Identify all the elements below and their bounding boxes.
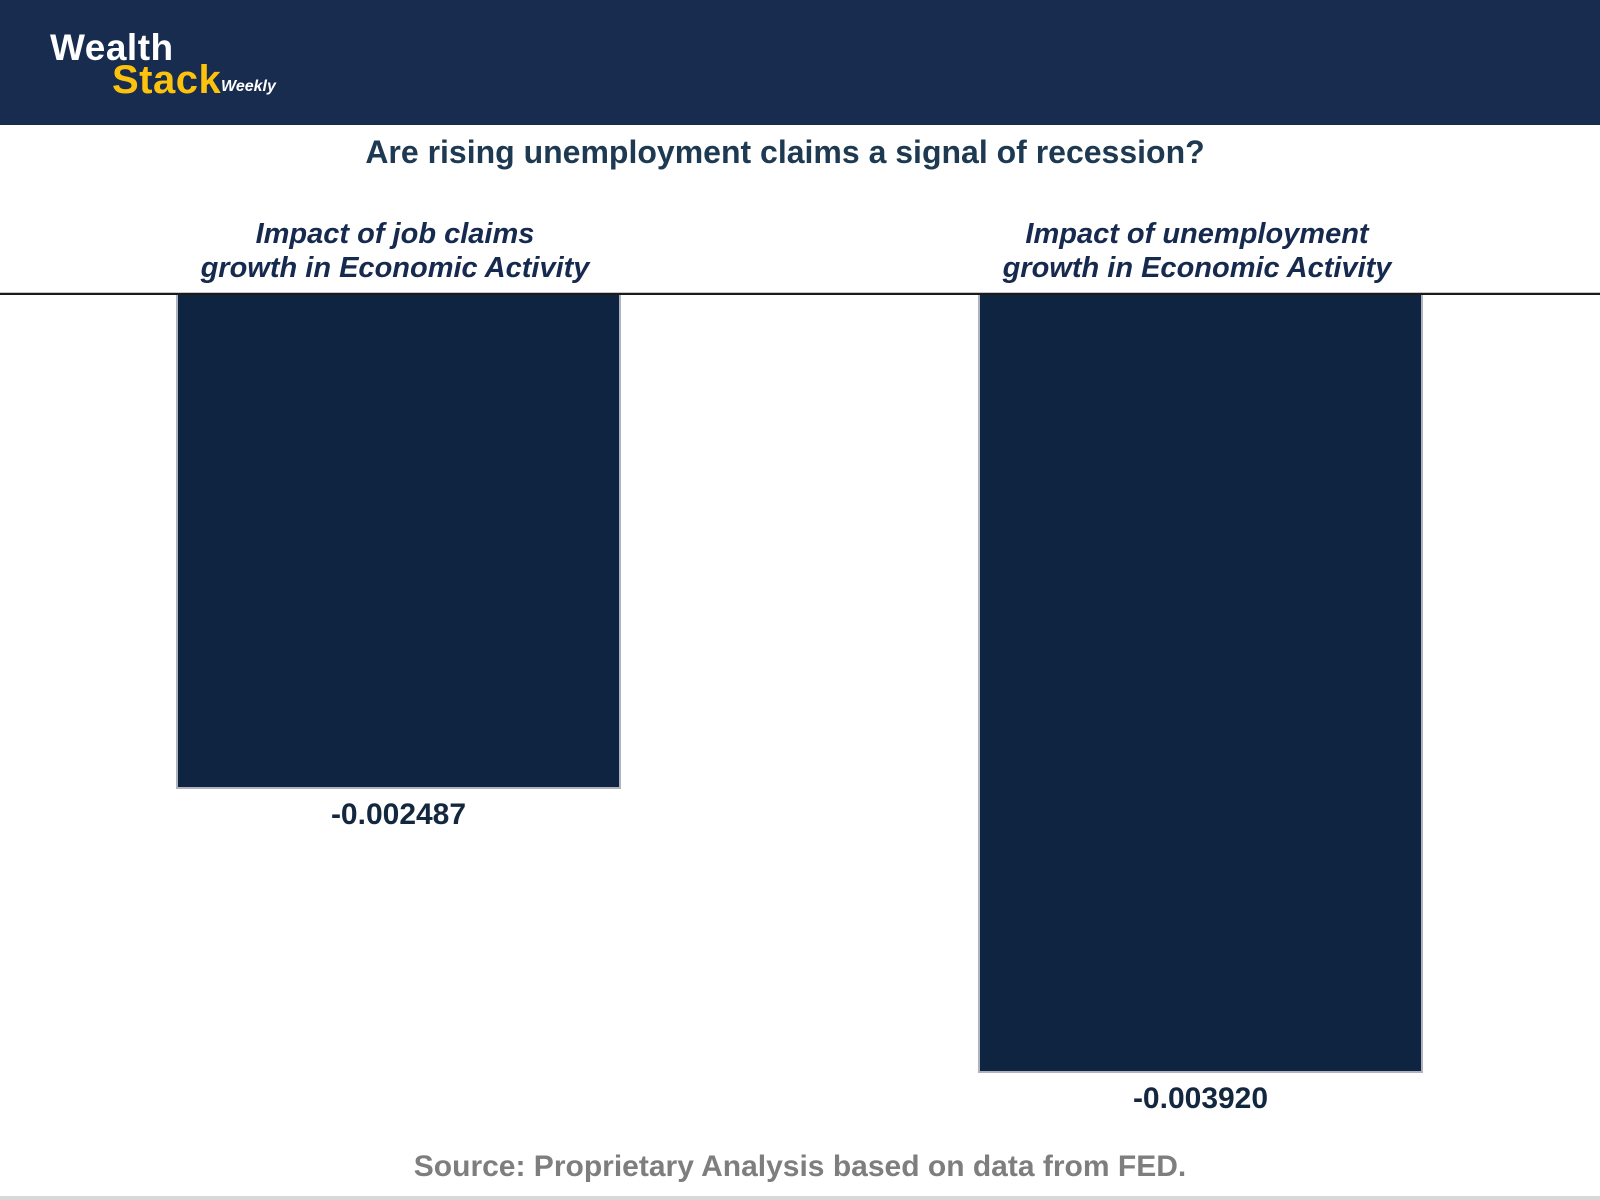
logo-text-weekly: Weekly [221, 78, 276, 95]
panel-title-line-2: growth in Economic Activity [200, 252, 590, 284]
logo-text-wealth: Wealth [50, 27, 174, 68]
panel-title-line-1: Impact of unemployment [1025, 218, 1369, 250]
panel-title-unemployment: Impact of unemployment growth in Economi… [937, 217, 1457, 285]
chart-title: Are rising unemployment claims a signal … [365, 134, 1205, 170]
wealthstack-logo: Wealth Stack Weekly [0, 0, 400, 125]
bar-unemployment [978, 295, 1423, 1073]
logo-text-stack: Stack [112, 58, 222, 102]
bottom-edge-strip [0, 1196, 1600, 1200]
bar-value-label-unemployment: -0.003920 [1132, 1082, 1269, 1115]
panel-title-line-1: Impact of job claims [255, 218, 535, 250]
panel-title-line-2: growth in Economic Activity [1002, 252, 1392, 284]
panel-title-job-claims: Impact of job claims growth in Economic … [135, 217, 655, 285]
bar-value-label-job-claims: -0.002487 [330, 798, 467, 831]
zero-axis-line [0, 292, 1600, 295]
brand-header: Wealth Stack Weekly [0, 0, 1600, 125]
source-note: Source: Proprietary Analysis based on da… [413, 1150, 1187, 1183]
bar-group-unemployment: -0.003920 [978, 295, 1423, 1116]
bar-job-claims [176, 295, 621, 789]
bar-group-job-claims: -0.002487 [176, 295, 621, 832]
